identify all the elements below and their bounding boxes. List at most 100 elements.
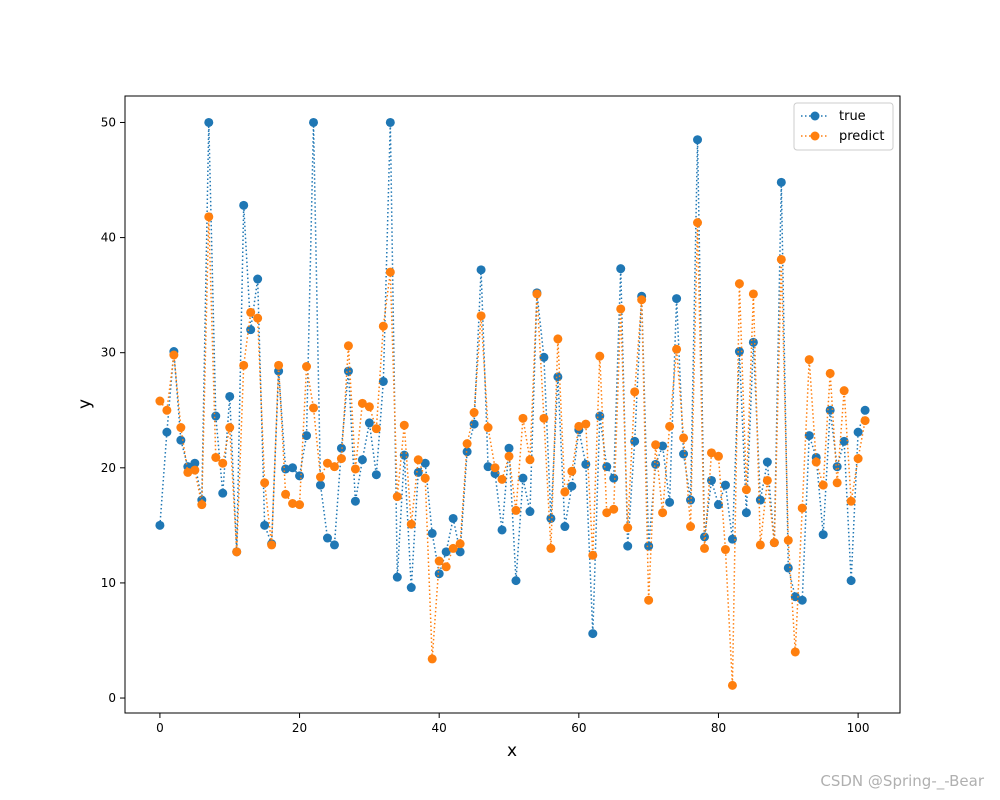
data-point-predict xyxy=(336,454,346,464)
data-point-predict xyxy=(295,500,305,510)
data-point-predict xyxy=(693,218,703,228)
x-tick-label: 60 xyxy=(571,721,586,735)
watermark: CSDN @Spring-_-Bear xyxy=(820,772,984,790)
data-point-true xyxy=(302,431,312,441)
data-point-true xyxy=(288,463,298,473)
data-point-predict xyxy=(378,321,388,331)
data-point-predict xyxy=(720,545,730,555)
y-tick-label: 50 xyxy=(101,115,116,129)
data-point-predict xyxy=(176,423,186,433)
data-point-predict xyxy=(741,485,751,495)
data-point-true xyxy=(413,467,423,477)
data-point-predict xyxy=(350,464,360,474)
data-point-predict xyxy=(462,439,472,449)
data-point-predict xyxy=(253,313,263,323)
data-point-predict xyxy=(860,416,870,426)
legend-marker-true xyxy=(810,111,820,121)
data-point-true xyxy=(176,435,186,445)
data-point-predict xyxy=(162,405,172,415)
data-point-predict xyxy=(155,396,165,406)
data-point-true xyxy=(693,135,703,145)
data-point-true xyxy=(525,507,535,517)
data-point-true xyxy=(434,569,444,579)
data-point-predict xyxy=(727,680,737,690)
series-line-predict xyxy=(159,216,866,686)
data-point-true xyxy=(350,496,360,506)
data-point-true xyxy=(783,563,793,573)
data-point-true xyxy=(616,264,626,274)
data-point-predict xyxy=(560,487,570,497)
data-point-true xyxy=(686,495,696,505)
x-axis-ticks: 0 20 40 60 80 100 xyxy=(156,713,870,735)
data-point-true xyxy=(860,405,870,415)
data-point-predict xyxy=(281,489,291,499)
data-point-true xyxy=(560,522,570,532)
data-point-predict xyxy=(818,480,828,490)
data-point-predict xyxy=(672,344,682,354)
data-point-true xyxy=(832,462,842,472)
data-point-predict xyxy=(602,508,612,518)
data-point-true xyxy=(211,411,221,421)
data-point-true xyxy=(406,583,416,593)
y-tick-label: 30 xyxy=(101,346,116,360)
data-point-true xyxy=(371,470,381,480)
data-point-true xyxy=(253,274,263,284)
data-point-true xyxy=(846,576,856,586)
data-point-predict xyxy=(616,304,626,314)
data-point-true xyxy=(672,294,682,304)
data-point-true xyxy=(476,265,486,275)
data-point-true xyxy=(218,488,228,498)
data-point-true xyxy=(322,533,332,543)
data-point-predict xyxy=(518,413,528,423)
legend: true predict xyxy=(793,102,894,151)
data-point-predict xyxy=(274,360,284,370)
data-point-true xyxy=(630,436,640,446)
data-point-predict xyxy=(609,504,619,514)
data-point-true xyxy=(190,458,200,468)
data-point-predict xyxy=(532,289,542,299)
data-point-true xyxy=(741,508,751,518)
data-point-true xyxy=(343,366,353,376)
data-point-predict xyxy=(553,334,563,344)
data-point-predict xyxy=(581,419,591,429)
data-point-predict xyxy=(706,448,716,458)
data-point-true xyxy=(392,572,402,582)
data-point-predict xyxy=(441,562,451,572)
y-axis-title: y xyxy=(75,399,95,409)
data-point-predict xyxy=(364,402,374,412)
legend-label-true: true xyxy=(839,109,866,124)
data-point-true xyxy=(511,576,521,586)
data-point-true xyxy=(720,480,730,490)
data-point-predict xyxy=(246,307,256,317)
data-point-true xyxy=(553,372,563,382)
data-point-true xyxy=(483,462,493,472)
data-point-true xyxy=(364,418,374,428)
data-point-predict xyxy=(371,424,381,434)
data-point-predict xyxy=(288,498,298,508)
y-axis-ticks: 0 10 20 30 40 50 xyxy=(101,115,125,705)
data-point-predict xyxy=(406,519,416,529)
data-point-true xyxy=(776,177,786,187)
data-point-predict xyxy=(713,451,723,461)
data-point-predict xyxy=(218,458,228,468)
data-point-true xyxy=(679,449,689,459)
data-point-predict xyxy=(315,472,325,482)
data-point-predict xyxy=(700,543,710,553)
data-point-predict xyxy=(357,398,367,408)
data-point-predict xyxy=(748,289,758,299)
data-point-true xyxy=(295,471,305,481)
legend-label-predict: predict xyxy=(839,129,884,144)
data-point-true xyxy=(162,427,172,437)
data-point-true xyxy=(260,520,270,530)
data-point-predict xyxy=(392,492,402,502)
plot-area xyxy=(125,96,900,713)
data-point-true xyxy=(727,534,737,544)
data-point-true xyxy=(239,200,249,210)
data-point-predict xyxy=(448,543,458,553)
data-point-predict xyxy=(832,478,842,488)
y-tick-label: 20 xyxy=(101,461,116,475)
data-point-predict xyxy=(469,408,479,418)
series-layer xyxy=(155,117,870,690)
data-point-predict xyxy=(434,556,444,566)
data-point-true xyxy=(734,347,744,357)
